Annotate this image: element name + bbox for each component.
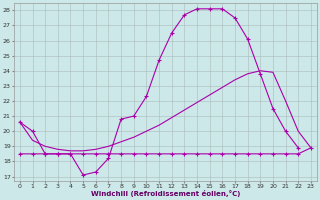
X-axis label: Windchill (Refroidissement éolien,°C): Windchill (Refroidissement éolien,°C) [91, 190, 240, 197]
